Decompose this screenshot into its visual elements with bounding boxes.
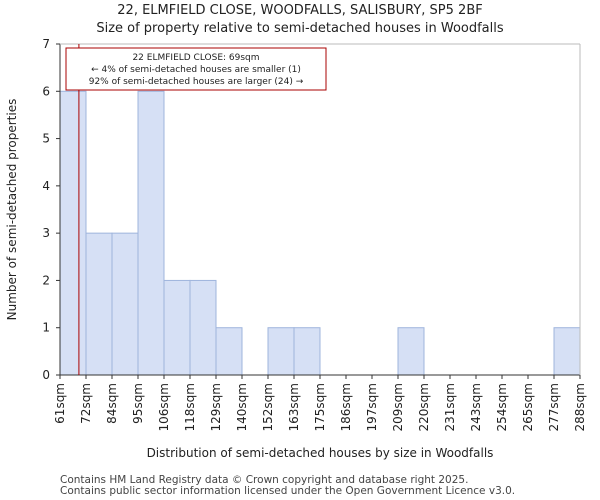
marker-annotation: 22 ELMFIELD CLOSE: 69sqm ← 4% of semi-de… xyxy=(65,47,327,91)
x-tick-label-254sqm: 254sqm xyxy=(495,383,509,431)
x-tick-label-243sqm: 243sqm xyxy=(469,383,483,431)
bar-277sqm xyxy=(553,327,581,376)
bar-95sqm xyxy=(137,90,165,376)
annotation-box xyxy=(65,47,327,91)
footer-licence: Contains public sector information licen… xyxy=(60,485,516,497)
x-tick-label-288sqm: 288sqm xyxy=(573,383,587,431)
annotation-line-1: 22 ELMFIELD CLOSE: 69sqm xyxy=(132,53,259,63)
x-tick-label-209sqm: 209sqm xyxy=(391,383,405,431)
bar-209sqm xyxy=(397,327,425,376)
y-tick-label: 0 xyxy=(42,368,50,382)
y-tick-label: 4 xyxy=(42,179,50,193)
bar-163sqm xyxy=(293,327,321,376)
bar-84sqm xyxy=(111,232,139,376)
annotation-line-2: ← 4% of semi-detached houses are smaller… xyxy=(91,65,301,75)
x-tick-label-265sqm: 265sqm xyxy=(521,383,535,431)
y-tick-label: 5 xyxy=(42,132,50,146)
x-tick-label-277sqm: 277sqm xyxy=(547,383,561,431)
chart-title: 22, ELMFIELD CLOSE, WOODFALLS, SALISBURY… xyxy=(117,3,483,18)
x-tick-label-140sqm: 140sqm xyxy=(235,383,249,431)
y-tick-label: 2 xyxy=(42,273,50,287)
annotation-line-3: 92% of semi-detached houses are larger (… xyxy=(89,77,304,87)
y-axis-label: Number of semi-detached properties xyxy=(5,99,19,321)
y-tick-label: 1 xyxy=(42,321,50,335)
bar-72sqm xyxy=(85,232,113,376)
x-tick-label-61sqm: 61sqm xyxy=(53,383,67,424)
x-tick-label-129sqm: 129sqm xyxy=(209,383,223,431)
x-tick-label-163sqm: 163sqm xyxy=(287,383,301,431)
x-tick-label-231sqm: 231sqm xyxy=(443,383,457,431)
x-tick-label-186sqm: 186sqm xyxy=(339,383,353,431)
x-tick-label-95sqm: 95sqm xyxy=(131,383,145,424)
x-ticks-group: 61sqm 72sqm 84sqm 95sqm 106sqm 118sqm 129sqm 14… xyxy=(53,375,587,431)
x-tick-label-220sqm: 220sqm xyxy=(417,383,431,431)
bar-61sqm xyxy=(59,90,87,376)
x-tick-label-84sqm: 84sqm xyxy=(105,383,119,424)
bar-106sqm xyxy=(163,279,191,376)
x-tick-label-118sqm: 118sqm xyxy=(183,383,197,431)
chart-subtitle: Size of property relative to semi-detach… xyxy=(96,21,504,36)
bar-118sqm xyxy=(189,279,217,376)
y-tick-label: 7 xyxy=(42,37,50,51)
x-tick-label-72sqm: 72sqm xyxy=(79,383,93,424)
y-tick-label: 6 xyxy=(42,84,50,98)
x-tick-label-152sqm: 152sqm xyxy=(261,383,275,431)
bar-152sqm xyxy=(267,327,295,376)
y-tick-label: 3 xyxy=(42,226,50,240)
bar-129sqm xyxy=(215,327,243,376)
x-tick-label-197sqm: 197sqm xyxy=(365,383,379,431)
footer-copyright: Contains HM Land Registry data © Crown c… xyxy=(60,474,469,486)
x-axis-label: Distribution of semi-detached houses by … xyxy=(147,446,494,460)
x-tick-label-175sqm: 175sqm xyxy=(313,383,327,431)
bars-group xyxy=(59,90,581,376)
y-ticks-group: 0 1 2 3 4 5 6 7 xyxy=(42,37,60,382)
x-tick-label-106sqm: 106sqm xyxy=(157,383,171,431)
